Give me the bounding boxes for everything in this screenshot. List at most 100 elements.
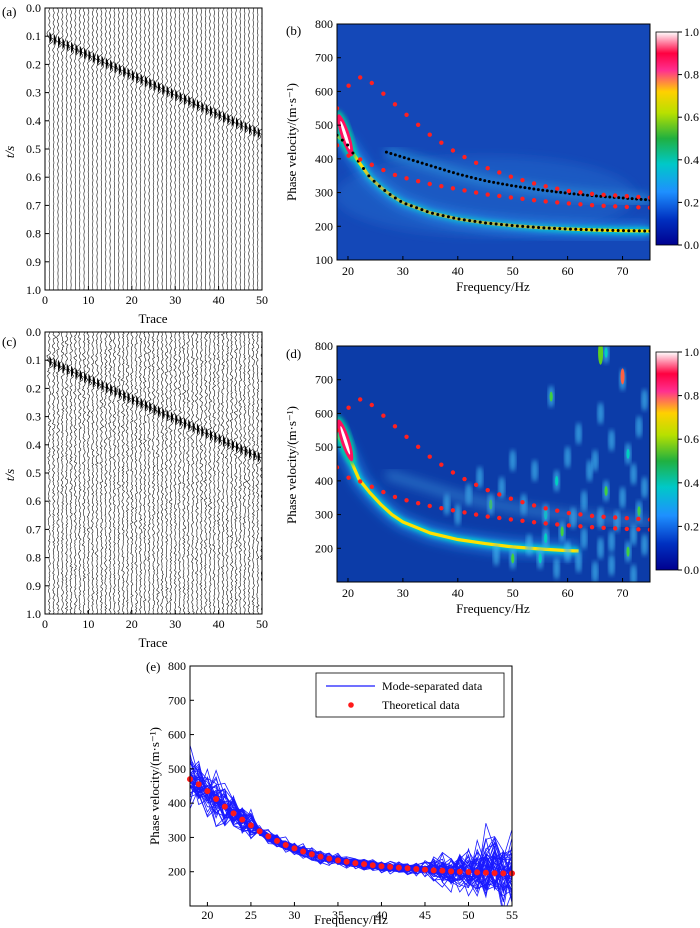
y-tick-label: 0.7 [26, 198, 41, 212]
alias-blob [553, 557, 560, 580]
seismic-trace [166, 332, 175, 614]
alias-blob [564, 540, 571, 563]
dispersion-point [621, 196, 625, 200]
arrival-wavelet [196, 99, 200, 112]
dispersion-point [434, 165, 438, 169]
dispersion-point [608, 195, 612, 199]
boundary-point [427, 181, 432, 187]
boundary-point [566, 188, 572, 194]
y-tick-label: 800 [315, 339, 333, 353]
boundary-point [485, 165, 490, 171]
arrival-wavelet [192, 97, 195, 110]
colorbar-tick-label: 1.0 [684, 25, 699, 39]
arrival-wavelet [149, 401, 152, 414]
seismic-trace [55, 332, 63, 614]
y-tick-label: 0.0 [26, 325, 41, 339]
dispersion-point [590, 228, 594, 232]
x-tick-label: 20 [126, 293, 138, 307]
boundary-point [381, 489, 386, 495]
arrival-wavelet [131, 69, 135, 82]
seismic-trace [132, 332, 142, 614]
seismic-trace [101, 332, 111, 614]
x-tick-label: 30 [397, 586, 409, 600]
arrival-wavelet [101, 379, 104, 392]
seismic-trace [257, 333, 262, 614]
boundary-point [601, 514, 606, 519]
y-tick-label: 600 [168, 728, 186, 742]
dispersion-point [367, 174, 371, 178]
boundary-point [636, 194, 641, 200]
dispersion-point [515, 224, 519, 228]
arrival-wavelet [110, 59, 113, 72]
dispersion-point [447, 169, 451, 173]
y-tick-label: 0.9 [26, 255, 41, 269]
seismic-trace [167, 8, 174, 290]
dispersion-point [346, 143, 350, 147]
boundary-point [485, 487, 490, 493]
arrival-wavelet [222, 111, 226, 124]
boundary-point [520, 177, 525, 183]
seismic-trace [57, 332, 65, 614]
seismic-trace [210, 8, 218, 290]
y-tick-label: 200 [315, 541, 333, 555]
seismic-trace [180, 8, 188, 290]
alias-blob [641, 388, 648, 411]
colorbar-tick-label: 0.2 [684, 519, 699, 533]
seismic-trace [163, 8, 171, 290]
alias-blob [575, 422, 582, 445]
boundary-point [647, 517, 650, 522]
arrival-wavelet [162, 407, 165, 420]
seismic-trace [94, 8, 101, 290]
arrival-wavelet [118, 63, 122, 76]
x-tick-label: 20 [342, 264, 354, 278]
boundary-point [392, 424, 398, 429]
x-tick-label: 70 [617, 586, 629, 600]
x-axis-label: Frequency/Hz [456, 279, 530, 294]
boundary-point [578, 202, 583, 207]
theoretical-point [474, 869, 481, 876]
x-tick-label: 30 [288, 908, 300, 922]
dispersion-point [393, 196, 397, 200]
boundary-point [647, 205, 650, 210]
seismic-trace [185, 332, 193, 614]
x-tick-label: 50 [256, 617, 268, 631]
x-tick-label: 0 [42, 293, 48, 307]
arrival-wavelet [227, 437, 230, 450]
boundary-point [357, 157, 363, 162]
boundary-point [357, 397, 363, 402]
theoretical-point [456, 868, 463, 875]
alias-core [604, 485, 608, 496]
y-tick-label: 0.3 [26, 410, 41, 424]
seismic-trace [97, 332, 105, 614]
theoretical-point [274, 837, 281, 844]
dispersion-point [541, 188, 545, 192]
legend-point-swatch [348, 702, 354, 708]
seismic-trace [118, 332, 126, 614]
boundary-point [404, 498, 409, 503]
dispersion-point [465, 174, 469, 178]
alias-blob [641, 533, 648, 556]
theoretical-point [204, 788, 211, 795]
y-tick-label: 400 [315, 152, 333, 166]
seismic-trace [106, 8, 114, 290]
x-tick-label: 10 [82, 293, 94, 307]
panel-b: (b) 20 30 40 50 60 70 100 200 300 400 500 600 700 800… [284, 17, 699, 294]
seismic-trace [202, 332, 210, 614]
seismic-trace [149, 8, 157, 290]
dispersion-point [474, 176, 478, 180]
x-tick-label: 50 [507, 586, 519, 600]
seismic-trace [85, 332, 93, 614]
arrival-wavelet [253, 124, 256, 137]
seismic-trace [188, 8, 196, 290]
theoretical-point [300, 848, 307, 855]
dispersion-point [527, 186, 531, 190]
x-tick-label: 40 [375, 908, 387, 922]
seismic-trace [67, 8, 74, 290]
dispersion-point [499, 223, 503, 227]
energy-peak-high [620, 368, 625, 385]
seismic-trace [193, 332, 201, 614]
boundary-point [647, 195, 650, 200]
alias-core [604, 347, 608, 358]
y-tick-label: 0.1 [26, 353, 41, 367]
x-axis-label: Frequency/Hz [314, 912, 388, 927]
